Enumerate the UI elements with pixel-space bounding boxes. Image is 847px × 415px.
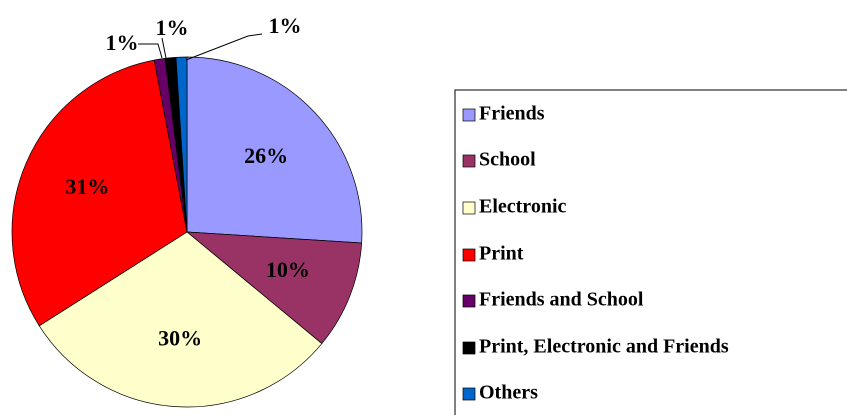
legend-label: School (479, 149, 536, 171)
pie-slice (11, 59, 188, 327)
legend-swatch (462, 387, 476, 401)
legend-label: Friends (479, 103, 545, 125)
pie-slice (186, 56, 363, 244)
pie-slice (185, 231, 363, 345)
legend-label: Others (479, 382, 538, 404)
pie-slice (38, 231, 323, 408)
legend-swatch (462, 248, 476, 262)
legend-label: Friends and School (479, 289, 644, 311)
data-label: 26% (244, 143, 288, 168)
legend-swatch (462, 108, 476, 122)
pie-slice (175, 56, 188, 233)
data-label: 31% (65, 174, 109, 199)
legend-label: Print, Electronic and Friends (479, 336, 729, 358)
data-label: 1% (106, 30, 139, 55)
legend-label: Print (479, 243, 524, 265)
legend-box (454, 89, 847, 415)
data-label: 10% (266, 257, 310, 282)
leader-line (161, 37, 167, 59)
data-label: 30% (158, 325, 202, 350)
legend-swatch (462, 341, 476, 355)
leader-line (138, 43, 163, 59)
data-label: 1% (269, 13, 302, 38)
legend-swatch (462, 201, 476, 215)
legend-swatch (462, 294, 476, 308)
legend-label: Electronic (479, 196, 567, 218)
data-label: 1% (156, 15, 189, 40)
leader-line (185, 33, 263, 61)
legend-swatch (462, 154, 476, 168)
